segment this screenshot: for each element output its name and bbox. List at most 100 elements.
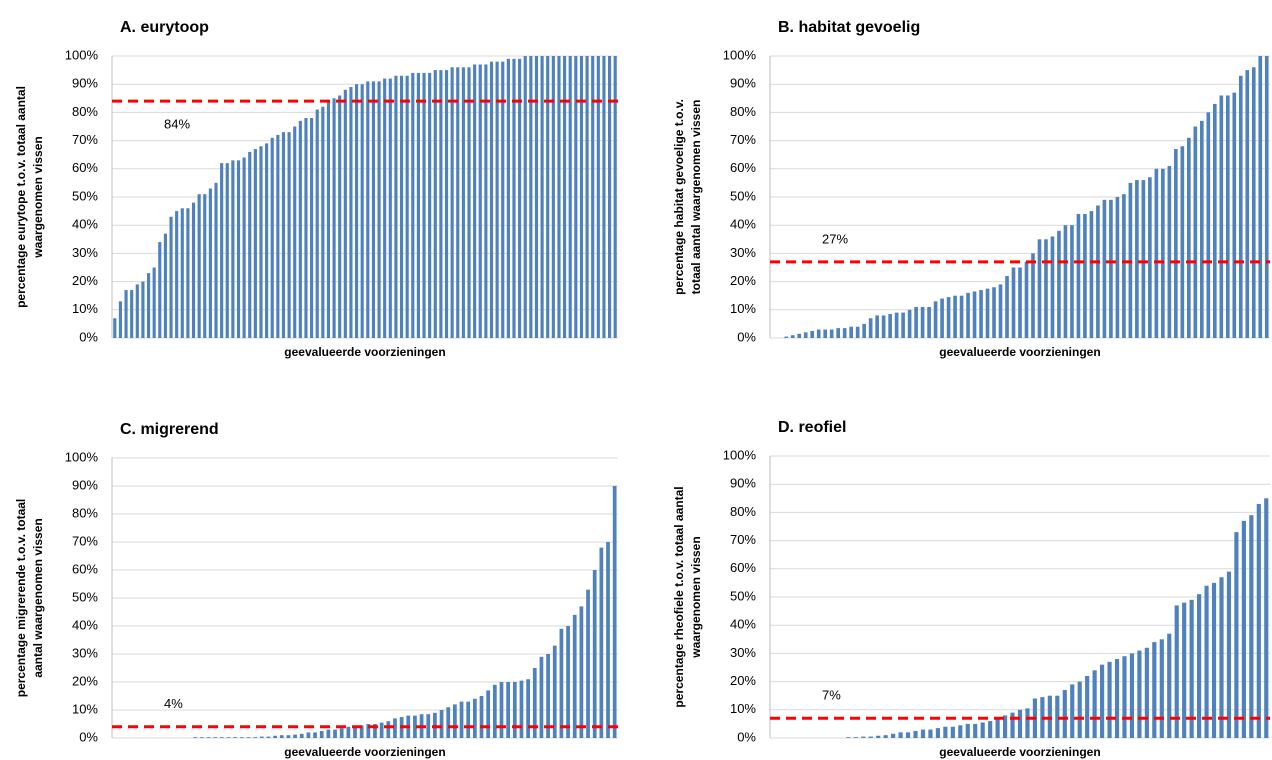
bar <box>920 729 926 738</box>
panel-title: C. migrerend <box>120 421 219 438</box>
y-tick-label: 100% <box>65 47 99 62</box>
bar <box>1085 675 1090 738</box>
bar <box>439 70 443 338</box>
bar <box>1167 633 1172 738</box>
bar <box>1238 75 1243 339</box>
y-tick-label: 10% <box>730 301 756 316</box>
y-tick-label: 0% <box>737 329 756 344</box>
bar <box>526 679 530 738</box>
bar <box>226 737 231 738</box>
bar <box>444 70 449 338</box>
x-axis-label: geevalueerde voorzieningen <box>284 745 445 759</box>
bar <box>552 645 557 738</box>
bar <box>512 682 517 738</box>
y-tick-label: 100% <box>65 449 99 464</box>
bar <box>1211 582 1217 738</box>
y-tick-label: 70% <box>730 132 756 147</box>
bar <box>416 72 420 339</box>
bar <box>479 696 484 738</box>
bar <box>413 715 417 738</box>
bar <box>411 72 415 339</box>
bar <box>459 701 464 738</box>
y-tick-label: 40% <box>730 617 756 632</box>
y-tick-label: 20% <box>72 273 98 288</box>
bar <box>393 718 397 738</box>
bar <box>810 330 815 338</box>
x-axis-label: geevalueerde voorzieningen <box>939 745 1100 759</box>
bar <box>1050 236 1055 338</box>
bar <box>206 737 211 738</box>
y-tick-label: 80% <box>730 504 756 519</box>
y-tick-label: 80% <box>72 104 98 119</box>
bar <box>1025 708 1030 738</box>
bar <box>193 737 198 738</box>
y-tick-label: 20% <box>730 273 756 288</box>
bar <box>478 64 482 339</box>
bar <box>881 315 886 338</box>
y-tick-label: 40% <box>72 617 98 632</box>
bar <box>293 734 297 738</box>
bar <box>326 729 331 738</box>
bar <box>1063 225 1068 338</box>
bar <box>928 729 933 738</box>
y-tick-label: 0% <box>79 329 98 344</box>
bar <box>163 233 167 338</box>
bar <box>354 84 359 338</box>
bar <box>373 724 377 738</box>
y-axis-label: percentage migrerende t.o.v. totaal <box>14 499 28 698</box>
y-axis-label: waargenomen vissen <box>689 536 703 658</box>
bar <box>366 81 370 338</box>
bar <box>894 312 899 338</box>
bar <box>842 328 847 338</box>
bar <box>1122 194 1126 338</box>
y-tick-label: 70% <box>72 533 98 548</box>
bar <box>557 56 561 338</box>
bar <box>405 75 409 339</box>
bar <box>1256 503 1261 738</box>
bar <box>829 329 834 338</box>
y-tick-label: 40% <box>72 217 98 232</box>
bar <box>1137 650 1142 738</box>
bar <box>186 208 190 338</box>
bar <box>1037 239 1042 338</box>
bar <box>959 295 964 338</box>
bar <box>191 202 196 338</box>
bar <box>606 542 610 738</box>
bar <box>1232 92 1237 338</box>
bar <box>326 101 331 339</box>
bar <box>985 288 990 338</box>
bar <box>546 654 550 738</box>
bar <box>242 157 246 338</box>
bar <box>973 723 978 738</box>
y-axis-label: waargenomen vissen <box>31 136 45 258</box>
bar <box>360 84 364 338</box>
bar <box>158 242 162 338</box>
bar <box>953 295 957 338</box>
bar <box>1219 95 1224 338</box>
bar <box>248 151 252 338</box>
bar <box>935 728 940 738</box>
bar <box>259 736 264 738</box>
bar <box>265 143 269 338</box>
bar <box>383 78 387 338</box>
bar <box>534 56 539 338</box>
bar <box>940 298 944 338</box>
bar <box>379 722 384 738</box>
y-tick-label: 0% <box>79 729 98 744</box>
bar <box>1077 681 1082 738</box>
bar <box>225 163 229 338</box>
bar <box>236 160 241 338</box>
x-axis-label: geevalueerde voorzieningen <box>284 345 445 359</box>
bar <box>995 718 1000 738</box>
bar <box>203 194 207 338</box>
bar <box>563 56 567 338</box>
bar <box>579 56 584 338</box>
bar <box>293 126 297 338</box>
bar <box>200 737 204 738</box>
bar <box>790 335 795 338</box>
bar <box>883 735 888 738</box>
y-tick-label: 80% <box>730 104 756 119</box>
y-tick-label: 0% <box>737 729 756 744</box>
bar <box>875 315 879 338</box>
